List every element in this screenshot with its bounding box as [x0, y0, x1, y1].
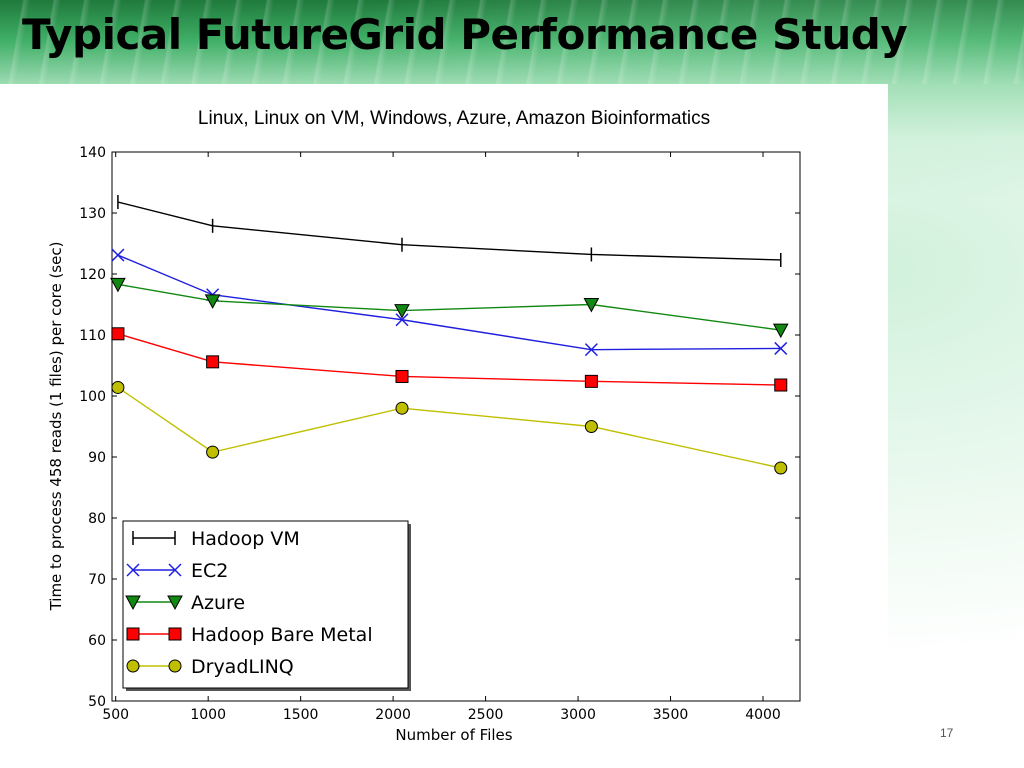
y-tick-label: 80	[88, 511, 106, 527]
y-tick-label: 120	[79, 267, 106, 283]
legend-marker	[125, 595, 141, 611]
chart-title: Linux, Linux on VM, Windows, Azure, Amaz…	[198, 108, 710, 129]
y-tick-label: 100	[79, 389, 106, 405]
legend-entry: DryadLINQ	[126, 656, 294, 678]
data-point-azure	[394, 304, 410, 319]
data-point-dryadlinq	[111, 380, 125, 394]
x-tick-label: 3000	[560, 707, 596, 723]
data-point-hadoop-bare-metal	[395, 369, 409, 383]
data-point-ec2	[395, 313, 409, 327]
data-point-ec2	[774, 341, 788, 355]
legend-entry: Hadoop Bare Metal	[126, 624, 373, 646]
legend-label: Hadoop Bare Metal	[191, 624, 373, 646]
legend-entry: Hadoop VM	[132, 528, 300, 550]
data-point-ec2	[111, 248, 125, 262]
legend-entry: EC2	[126, 560, 228, 582]
y-tick-label: 70	[88, 572, 106, 588]
x-tick-label: 2500	[468, 707, 504, 723]
chart-panel: Linux, Linux on VM, Windows, Azure, Amaz…	[0, 84, 888, 754]
x-tick-label: 1500	[283, 707, 319, 723]
data-point-hadoop-bare-metal	[111, 327, 125, 341]
y-axis-label: Time to process 458 reads (1 files) per …	[47, 242, 65, 612]
legend-marker	[126, 563, 140, 577]
legend-marker	[126, 659, 140, 673]
legend-marker	[167, 595, 183, 611]
y-tick-label: 50	[88, 694, 106, 710]
x-axis: 500 1000 1500 2000 2500 3000 3500 4000	[102, 152, 781, 723]
legend-label: Azure	[191, 592, 245, 614]
x-tick-label: 500	[102, 707, 129, 723]
data-point-ec2	[584, 343, 598, 357]
y-tick-label: 140	[79, 145, 106, 161]
x-tick-label: 2000	[375, 707, 411, 723]
legend: Hadoop VM EC2 Azure Hadoop Bare Metal DryadL…	[122, 520, 411, 691]
data-point-azure	[772, 323, 789, 339]
x-axis-label: Number of Files	[395, 726, 512, 744]
line-chart: Linux, Linux on VM, Windows, Azure, Amaz…	[47, 108, 801, 744]
data-point-azure	[204, 294, 221, 309]
legend-entry: Azure	[125, 592, 245, 614]
legend-label: EC2	[191, 560, 228, 582]
data-point-azure	[583, 298, 600, 313]
legend-marker	[168, 659, 182, 673]
y-tick-label: 110	[79, 328, 106, 344]
data-point-azure	[110, 277, 126, 293]
y-tick-label: 60	[88, 633, 106, 649]
legend-label: DryadLINQ	[191, 656, 294, 678]
data-point-hadoop-bare-metal	[206, 355, 220, 369]
header-decoration	[0, 0, 1024, 84]
data-point-dryadlinq	[395, 401, 409, 415]
x-tick-label: 4000	[745, 707, 781, 723]
y-tick-label: 90	[88, 450, 106, 466]
legend-box	[122, 520, 409, 689]
legend-marker	[168, 563, 182, 577]
y-axis: 50 60 70 80 90 100 110 120 130 140	[79, 145, 800, 710]
y-tick-label: 130	[79, 206, 106, 222]
legend-marker	[126, 627, 140, 641]
data-point-hadoop-bare-metal	[584, 374, 598, 388]
data-point-dryadlinq	[206, 445, 220, 459]
x-tick-label: 3500	[653, 707, 689, 723]
slide-title: Typical FutureGrid Performance Study	[22, 10, 908, 59]
x-tick-label: 1000	[190, 707, 226, 723]
data-point-dryadlinq	[774, 461, 788, 475]
series-group	[110, 195, 789, 475]
legend-marker	[168, 627, 182, 641]
page-number: 17	[940, 726, 954, 740]
data-point-dryadlinq	[584, 420, 598, 433]
data-point-hadoop-bare-metal	[774, 378, 788, 392]
legend-label: Hadoop VM	[191, 528, 300, 550]
